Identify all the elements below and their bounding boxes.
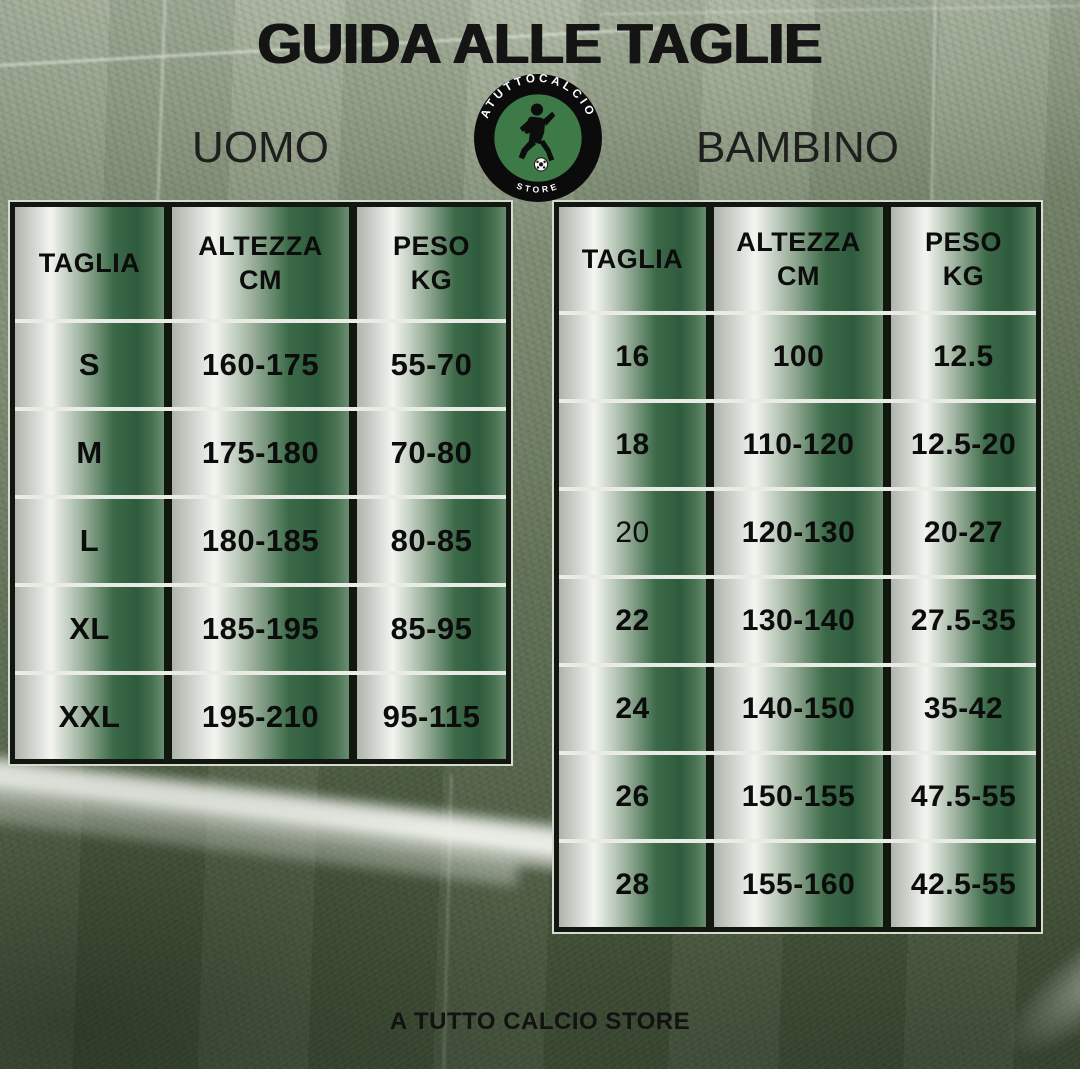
cell-peso: 42.5-55 [891, 843, 1036, 927]
header-text: KG [942, 261, 985, 291]
header-cell-taglia: TAGLIA [559, 207, 706, 311]
table-row: 20 120-130 20-27 [559, 487, 1036, 575]
cell-altezza: 195-210 [172, 675, 349, 759]
cell-taglia: 24 [559, 667, 706, 751]
cell-altezza: 130-140 [714, 579, 883, 663]
header-cell-taglia: TAGLIA [15, 207, 164, 319]
cell-peso: 12.5 [891, 315, 1036, 399]
cell-altezza: 180-185 [172, 499, 349, 583]
cell-altezza: 140-150 [714, 667, 883, 751]
table-row: XXL 195-210 95-115 [15, 671, 506, 759]
table-row: 28 155-160 42.5-55 [559, 839, 1036, 927]
table-row: M 175-180 70-80 [15, 407, 506, 495]
header-text: ALTEZZA [198, 231, 323, 261]
cell-altezza: 175-180 [172, 411, 349, 495]
section-label-uomo: UOMO [192, 123, 329, 172]
cell-altezza: 155-160 [714, 843, 883, 927]
table-row: 26 150-155 47.5-55 [559, 751, 1036, 839]
cell-peso: 47.5-55 [891, 755, 1036, 839]
header-text: PESO [392, 231, 471, 261]
uomo-header-row: TAGLIA ALTEZZA CM PESO KG [15, 207, 506, 319]
cell-peso: 20-27 [891, 491, 1036, 575]
cell-altezza: 185-195 [172, 587, 349, 671]
cell-peso: 80-85 [357, 499, 506, 583]
header-cell-altezza: ALTEZZA CM [714, 207, 883, 311]
soccer-ball-icon [533, 157, 549, 172]
table-row: L 180-185 80-85 [15, 495, 506, 583]
store-logo: ATUTTOCALCIO STORE [472, 72, 604, 204]
cell-taglia: 20 [559, 491, 706, 575]
cell-peso: 12.5-20 [891, 403, 1036, 487]
cell-altezza: 100 [714, 315, 883, 399]
cell-altezza: 150-155 [714, 755, 883, 839]
header-text: PESO [924, 227, 1003, 257]
table-row: 16 100 12.5 [559, 311, 1036, 399]
header-text: CM [239, 265, 282, 295]
table-row: 22 130-140 27.5-35 [559, 575, 1036, 663]
header-text: ALTEZZA [736, 227, 861, 257]
bambino-size-table: TAGLIA ALTEZZA CM PESO KG 16 100 12.5 18 110… [552, 200, 1043, 934]
header-text: TAGLIA [38, 248, 141, 278]
table-row: 18 110-120 12.5-20 [559, 399, 1036, 487]
cell-altezza: 120-130 [714, 491, 883, 575]
header-text: KG [410, 265, 453, 295]
table-row: 24 140-150 35-42 [559, 663, 1036, 751]
cell-taglia: 26 [559, 755, 706, 839]
cell-peso: 95-115 [357, 675, 506, 759]
footer-store-name: A TUTTO CALCIO STORE [389, 1008, 691, 1035]
chalk-line-echo [0, 791, 520, 887]
cell-taglia: M [15, 411, 164, 495]
header-cell-altezza: ALTEZZA CM [172, 207, 349, 319]
cell-altezza: 110-120 [714, 403, 883, 487]
page-title: GUIDA ALLE TAGLIE [257, 12, 823, 76]
cell-peso: 55-70 [357, 323, 506, 407]
cell-taglia: XL [15, 587, 164, 671]
cell-taglia: XXL [15, 675, 164, 759]
cell-taglia: S [15, 323, 164, 407]
cell-taglia: 18 [559, 403, 706, 487]
cell-taglia: 16 [559, 315, 706, 399]
cell-taglia: 28 [559, 843, 706, 927]
header-text: CM [777, 261, 820, 291]
section-label-bambino: BAMBINO [696, 123, 899, 172]
cell-peso: 35-42 [891, 667, 1036, 751]
header-cell-peso: PESO KG [357, 207, 506, 319]
cell-taglia: 22 [559, 579, 706, 663]
cell-peso: 27.5-35 [891, 579, 1036, 663]
cell-peso: 85-95 [357, 587, 506, 671]
header-cell-peso: PESO KG [891, 207, 1036, 311]
uomo-size-table: TAGLIA ALTEZZA CM PESO KG S 160-175 55-70 M… [8, 200, 513, 766]
table-row: XL 185-195 85-95 [15, 583, 506, 671]
bambino-header-row: TAGLIA ALTEZZA CM PESO KG [559, 207, 1036, 311]
cell-taglia: L [15, 499, 164, 583]
table-row: S 160-175 55-70 [15, 319, 506, 407]
cell-peso: 70-80 [357, 411, 506, 495]
header-text: TAGLIA [581, 244, 684, 274]
cell-altezza: 160-175 [172, 323, 349, 407]
